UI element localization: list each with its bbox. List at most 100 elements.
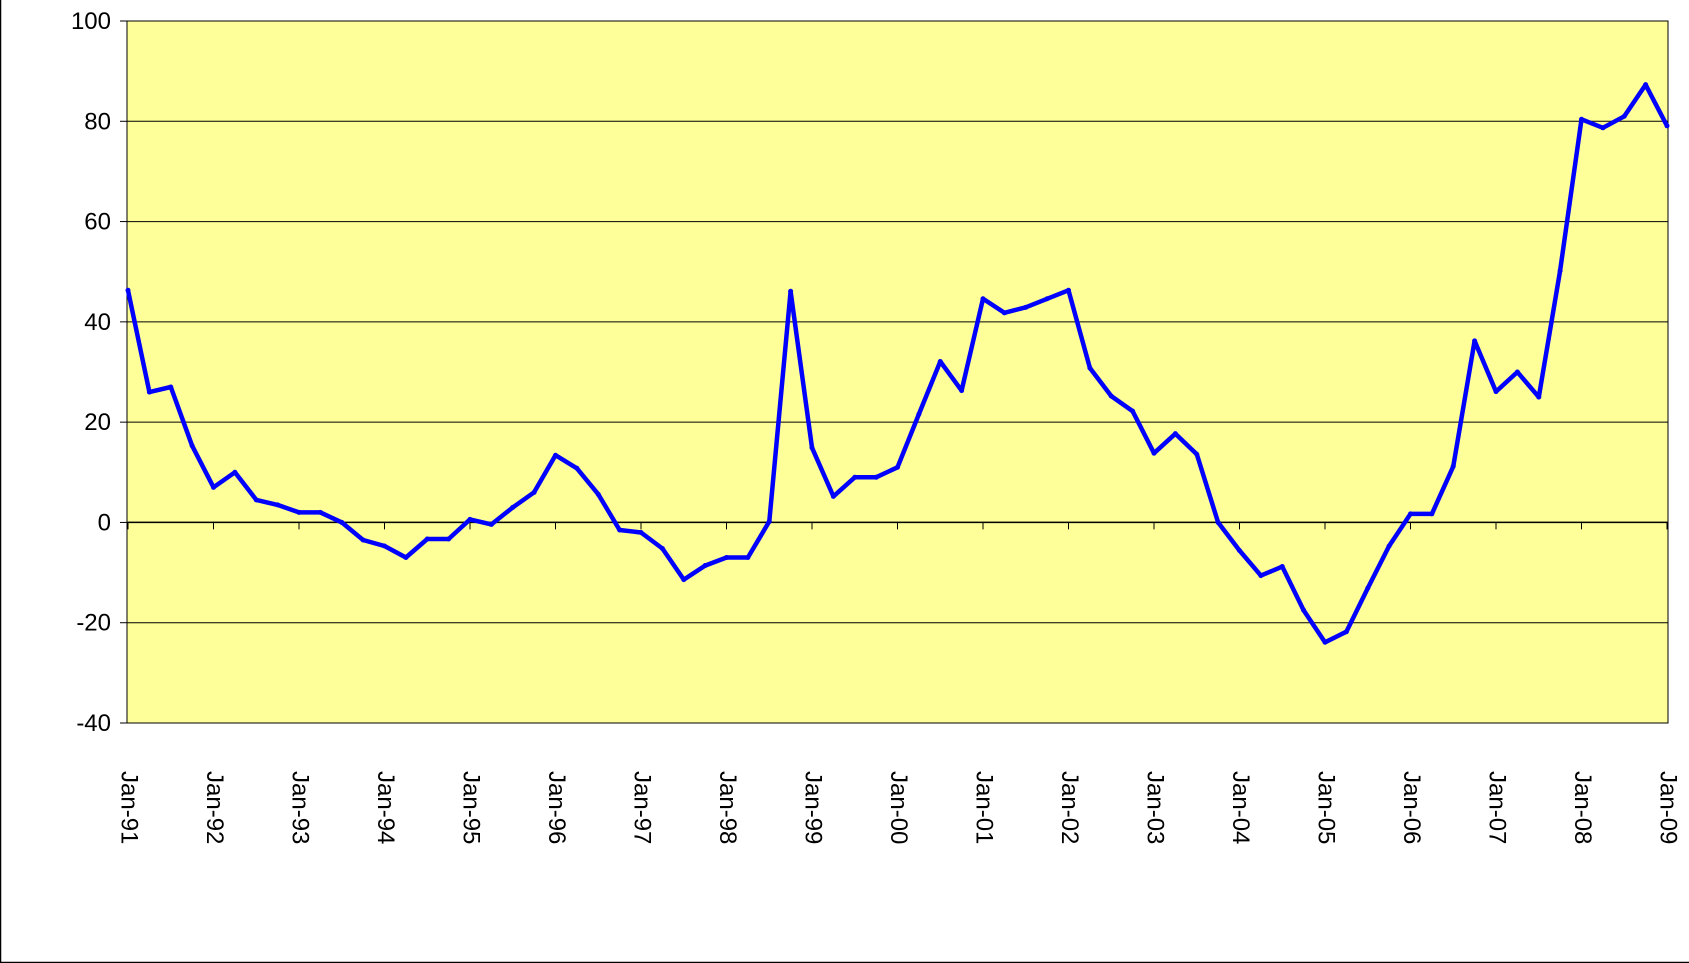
data-point [1621, 113, 1627, 119]
x-tick-label: Jan-95 [458, 771, 485, 844]
data-point [1579, 116, 1584, 122]
x-tick-label: Jan-09 [1655, 771, 1682, 844]
x-tick-label: Jan-06 [1398, 771, 1425, 844]
data-point [1172, 431, 1178, 437]
data-point [553, 452, 558, 458]
y-tick-label: 60 [84, 209, 111, 236]
data-point [959, 388, 965, 394]
data-point [1365, 585, 1371, 591]
x-tick-label: Jan-01 [971, 771, 998, 844]
data-point [339, 519, 345, 525]
y-tick-label: 80 [84, 108, 111, 135]
data-point [895, 464, 900, 470]
data-point [1450, 463, 1456, 469]
data-point [1194, 451, 1200, 457]
data-point [1066, 287, 1071, 293]
data-point [446, 536, 452, 542]
y-tick-label: 40 [84, 309, 111, 336]
data-point [659, 546, 665, 552]
data-point [1322, 639, 1328, 645]
data-point [146, 389, 152, 395]
data-point [1151, 450, 1157, 456]
data-point [724, 555, 729, 561]
x-tick-label: Jan-07 [1484, 771, 1511, 844]
data-point [1493, 389, 1499, 395]
data-point [253, 497, 259, 503]
data-point [1215, 519, 1221, 525]
data-point [788, 288, 794, 294]
data-point [1664, 123, 1670, 129]
data-point [574, 465, 580, 471]
data-point [852, 474, 858, 480]
data-point [510, 504, 516, 510]
x-tick-label: Jan-93 [287, 771, 314, 844]
data-point [681, 577, 687, 583]
data-point [531, 489, 537, 495]
x-tick-label: Jan-98 [714, 771, 741, 844]
data-point [403, 555, 409, 561]
data-point [595, 491, 601, 497]
y-tick-label: 0 [98, 509, 111, 536]
data-point [980, 296, 986, 302]
data-point [275, 502, 281, 508]
data-point [1258, 573, 1264, 579]
data-point [1108, 393, 1114, 399]
data-point [1429, 511, 1435, 517]
data-point [424, 536, 430, 542]
data-point [1386, 543, 1392, 549]
x-tick-label: Jan-03 [1142, 771, 1169, 844]
x-tick-label: Jan-08 [1569, 771, 1596, 844]
x-tick-label: Jan-97 [629, 771, 656, 844]
y-tick-label: -40 [76, 710, 111, 737]
data-point [232, 469, 238, 475]
data-point [360, 537, 366, 543]
data-point [1643, 82, 1649, 88]
data-point [1130, 408, 1136, 414]
x-tick-label: Jan-94 [372, 771, 399, 844]
data-point [916, 411, 922, 417]
data-point [1001, 310, 1007, 316]
y-tick-label: 100 [71, 8, 111, 35]
data-point [745, 555, 751, 561]
data-point [766, 518, 772, 524]
data-point [1044, 296, 1050, 302]
x-tick-label: Jan-00 [885, 771, 912, 844]
data-point [1301, 607, 1307, 613]
data-point [382, 543, 387, 549]
data-point [830, 493, 836, 499]
data-point [488, 521, 494, 527]
data-point [873, 474, 879, 480]
x-tick-label: Jan-04 [1227, 771, 1254, 844]
x-tick-label: Jan-96 [543, 771, 570, 844]
data-point [1472, 338, 1478, 344]
data-point [467, 516, 473, 522]
data-point [1557, 268, 1563, 274]
data-point [189, 443, 195, 449]
data-point [1237, 548, 1242, 554]
x-tick-label: Jan-91 [116, 771, 143, 844]
data-point [1087, 365, 1093, 371]
data-point [809, 445, 815, 451]
data-point [617, 527, 623, 533]
data-point [638, 529, 644, 535]
data-point [1023, 304, 1029, 310]
data-point [702, 563, 708, 569]
data-point [1343, 629, 1349, 635]
data-point [1408, 511, 1413, 517]
data-point [937, 358, 943, 364]
data-point [125, 287, 131, 293]
y-tick-label: 20 [84, 409, 111, 436]
data-point [317, 509, 323, 515]
x-tick-label: Jan-05 [1313, 771, 1340, 844]
x-tick-label: Jan-92 [201, 771, 228, 844]
x-tick-label: Jan-99 [800, 771, 827, 844]
x-tick-label: Jan-02 [1056, 771, 1083, 844]
y-tick-label: -20 [76, 610, 111, 637]
data-point [1279, 564, 1285, 570]
data-point [1514, 369, 1520, 375]
data-point [211, 484, 216, 490]
plot-area [126, 20, 1669, 724]
data-point [296, 509, 302, 515]
data-point [1536, 394, 1542, 400]
